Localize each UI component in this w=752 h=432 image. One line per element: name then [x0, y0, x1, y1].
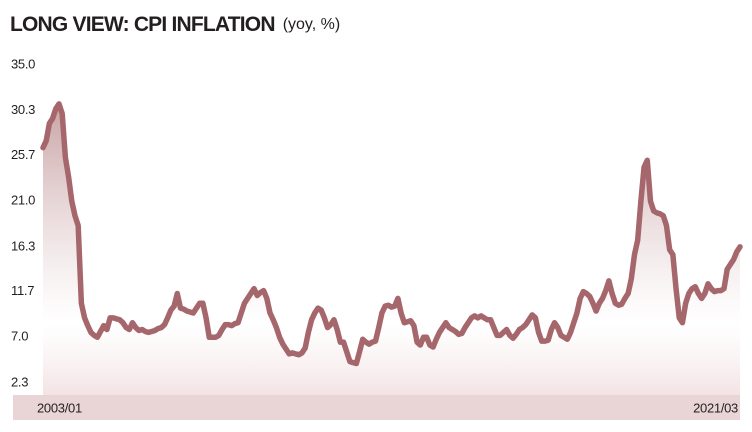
line — [40, 101, 743, 367]
x-axis-band — [13, 395, 740, 420]
y-tick-label: 30.3 — [11, 102, 35, 117]
x-tick-label: 2003/01 — [37, 400, 82, 415]
x-tick-label: 2021/03 — [693, 400, 738, 415]
plot: 35.0 30.3 25.7 21.0 16.3 11.7 7.0 2.3 2003/01 202… — [11, 56, 743, 415]
y-tick-label: 11.7 — [11, 283, 34, 298]
y-tick-label: 16.3 — [11, 238, 35, 253]
y-tick-label: 25.7 — [11, 147, 35, 162]
y-tick-label: 35.0 — [11, 56, 35, 71]
y-tick-label: 2.3 — [11, 374, 28, 389]
chart-title: LONG VIEW: CPI INFLATION — [10, 13, 275, 36]
area — [43, 103, 740, 396]
chart-subtitle: (yoy, %) — [283, 16, 340, 33]
y-tick-label: 21.0 — [11, 193, 35, 208]
title-line: LONG VIEW: CPI INFLATION (yoy, %) — [10, 13, 340, 36]
y-tick-label: 7.0 — [11, 329, 28, 344]
